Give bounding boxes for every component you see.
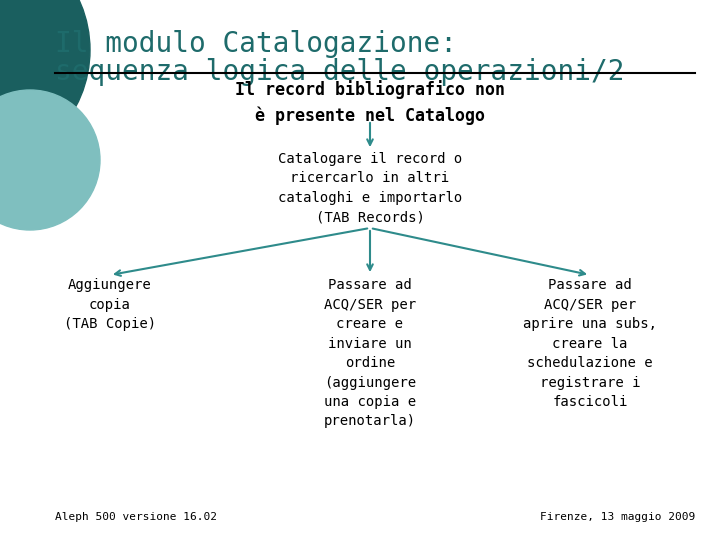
Circle shape (0, 0, 90, 170)
Text: Aleph 500 versione 16.02: Aleph 500 versione 16.02 (55, 512, 217, 522)
Text: Firenze, 13 maggio 2009: Firenze, 13 maggio 2009 (540, 512, 695, 522)
Text: Il modulo Catalogazione:: Il modulo Catalogazione: (55, 30, 457, 58)
Text: Catalogare il record o
ricercarlo in altri
cataloghi e importarlo
(TAB Records): Catalogare il record o ricercarlo in alt… (278, 152, 462, 225)
Text: sequenza logica delle operazioni/2: sequenza logica delle operazioni/2 (55, 58, 624, 86)
Text: Passare ad
ACQ/SER per
aprire una subs,
creare la
schedulazione e
registrare i
f: Passare ad ACQ/SER per aprire una subs, … (523, 278, 657, 409)
Text: Passare ad
ACQ/SER per
creare e
inviare un
ordine
(aggiungere
una copia e
prenot: Passare ad ACQ/SER per creare e inviare … (324, 278, 416, 429)
Text: Il record bibliografico non
è presente nel Catalogo: Il record bibliografico non è presente n… (235, 80, 505, 125)
Circle shape (0, 90, 100, 230)
Text: Aggiungere
copia
(TAB Copie): Aggiungere copia (TAB Copie) (64, 278, 156, 331)
